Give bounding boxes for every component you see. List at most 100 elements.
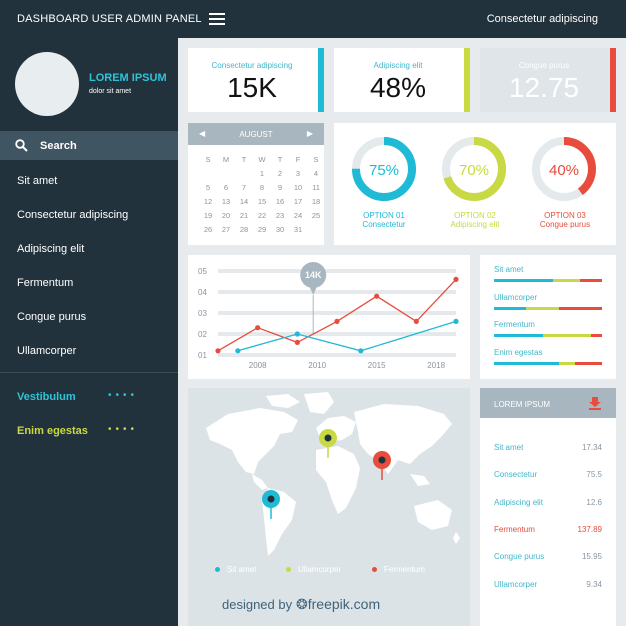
map-pin-icon [262,490,280,519]
row-value: 137.89 [577,525,602,534]
dots-icon[interactable]: •••• [108,424,139,435]
annotation-label: 14K [305,270,322,280]
sidebar-item-adipiscing[interactable]: Adipiscing elit [17,243,85,255]
sidebar-item-congue[interactable]: Congue purus [17,311,87,323]
data-point[interactable] [453,318,459,324]
y-tick-label: 01 [198,351,207,360]
row-value: 9.34 [586,580,602,589]
data-point[interactable] [255,325,261,331]
calendar-day[interactable]: 20 [221,211,231,220]
header-link[interactable]: Consectetur adipiscing [486,13,598,25]
weekday-label: M [222,155,230,164]
y-tick-label: 02 [198,330,207,339]
row-value: 12.6 [586,498,602,507]
world-map-svg [206,392,460,556]
sidebar-extra-enim[interactable]: Enim egestas [17,425,88,437]
calendar-day[interactable]: 19 [203,211,213,220]
calendar-day[interactable]: 17 [293,197,303,206]
avatar[interactable] [15,52,79,116]
stat-value: 15K [227,72,277,103]
sidebar-divider [0,372,178,373]
dots-icon[interactable]: •••• [108,390,139,401]
calendar-day[interactable]: 3 [295,169,301,178]
data-point[interactable] [374,293,380,299]
calendar-day[interactable]: 21 [239,211,249,220]
world-map: Sit amet Ullamcorper Fermentum [188,388,470,626]
data-point[interactable] [235,348,241,354]
progress-rings: 75% 70% 40% OPTION 01 Consectetur OPTION 0… [334,123,616,245]
legend-bar-segment [558,307,602,310]
data-point[interactable] [334,318,340,324]
legend-dot-icon [286,567,291,573]
download-icon[interactable] [588,396,602,410]
data-point[interactable] [294,331,300,337]
calendar-day[interactable]: 22 [257,211,267,220]
calendar-day[interactable]: 23 [275,211,285,220]
sidebar-item-fermentum[interactable]: Fermentum [17,277,74,289]
calendar-day[interactable]: 11 [312,183,320,192]
calendar-day[interactable]: 28 [239,225,249,234]
calendar-day[interactable]: 29 [257,225,267,234]
row-label: Sit amet [494,443,524,452]
calendar-day[interactable]: 4 [313,169,319,178]
calendar: ◀ AUGUST ▶ S M T W T F S 1 2 3 4 5 6 7 8 9 10 11 12 13 14 15 1… [188,123,324,245]
calendar-day[interactable]: 8 [259,183,265,192]
calendar-day[interactable]: 25 [311,211,321,220]
stat-value: 48% [369,72,427,103]
y-tick-label: 03 [198,309,207,318]
sidebar-extra-vestibulum[interactable]: Vestibulum [17,391,76,403]
stat-label: Congue purus [518,61,570,70]
row-label: Adipiscing elit [494,498,543,507]
row-value: 15.95 [581,552,602,561]
map-legend-label: Fermentum [384,565,425,574]
calendar-day[interactable]: 16 [275,197,285,206]
calendar-day[interactable]: 2 [277,169,283,178]
sidebar-search[interactable]: Search [0,131,178,160]
calendar-day[interactable]: 13 [221,197,231,206]
legend-bar-segment [542,334,592,337]
calendar-day[interactable]: 5 [205,183,211,192]
stat-accent-bar [610,48,616,112]
sidebar-item-sit-amet[interactable]: Sit amet [17,175,58,187]
calendar-day[interactable]: 6 [223,183,229,192]
calendar-day[interactable]: 18 [311,197,321,206]
sidebar-item-consectetur[interactable]: Consectetur adipiscing [17,209,129,221]
stat-accent-bar [464,48,470,112]
calendar-day[interactable]: 14 [239,197,249,206]
calendar-day[interactable]: 30 [275,225,285,234]
calendar-day[interactable]: 12 [203,197,213,206]
calendar-day[interactable]: 10 [293,183,303,192]
calendar-day[interactable]: 24 [293,211,303,220]
legend-row: Sit amet [494,265,602,282]
data-point[interactable] [358,348,364,354]
calendar-day[interactable]: 1 [259,169,265,178]
hamburger-menu-icon[interactable] [209,13,225,25]
calendar-day [235,169,253,178]
calendar-day[interactable]: 31 [293,225,303,234]
sidebar-item-ullamcorper[interactable]: Ullamcorper [17,345,77,357]
legend-bars: Sit amet Ullamcorper Fermentum Enim eges… [480,255,616,379]
credit-brand: freepik.com [307,596,381,612]
annotation-bubble [300,262,327,288]
calendar-day[interactable]: 15 [257,197,267,206]
credit-text[interactable]: designed by ❂freepik.com [222,596,380,613]
next-month-icon[interactable]: ▶ [306,129,313,138]
data-point[interactable] [294,339,300,345]
legend-bar-segment [494,279,554,282]
legend-row: Enim egestas [494,348,602,365]
prev-month-icon[interactable]: ◀ [199,129,206,138]
legend-row: Fermentum [494,320,602,337]
data-point[interactable] [413,318,419,324]
x-tick-label: 2008 [249,361,267,370]
calendar-day[interactable]: 9 [277,183,283,192]
calendar-day [217,169,235,178]
top-bar: DASHBOARD USER ADMIN PANEL Consectetur a… [0,0,626,38]
data-point[interactable] [215,348,221,354]
row-label: Congue purus [494,552,545,561]
data-point[interactable] [453,276,459,282]
calendar-day[interactable]: 26 [203,225,213,234]
calendar-day[interactable]: 7 [241,183,247,192]
map-legend-label: Ullamcorper [298,565,342,574]
calendar-day[interactable]: 27 [221,225,231,234]
calendar-header: ◀ AUGUST ▶ [188,123,324,145]
